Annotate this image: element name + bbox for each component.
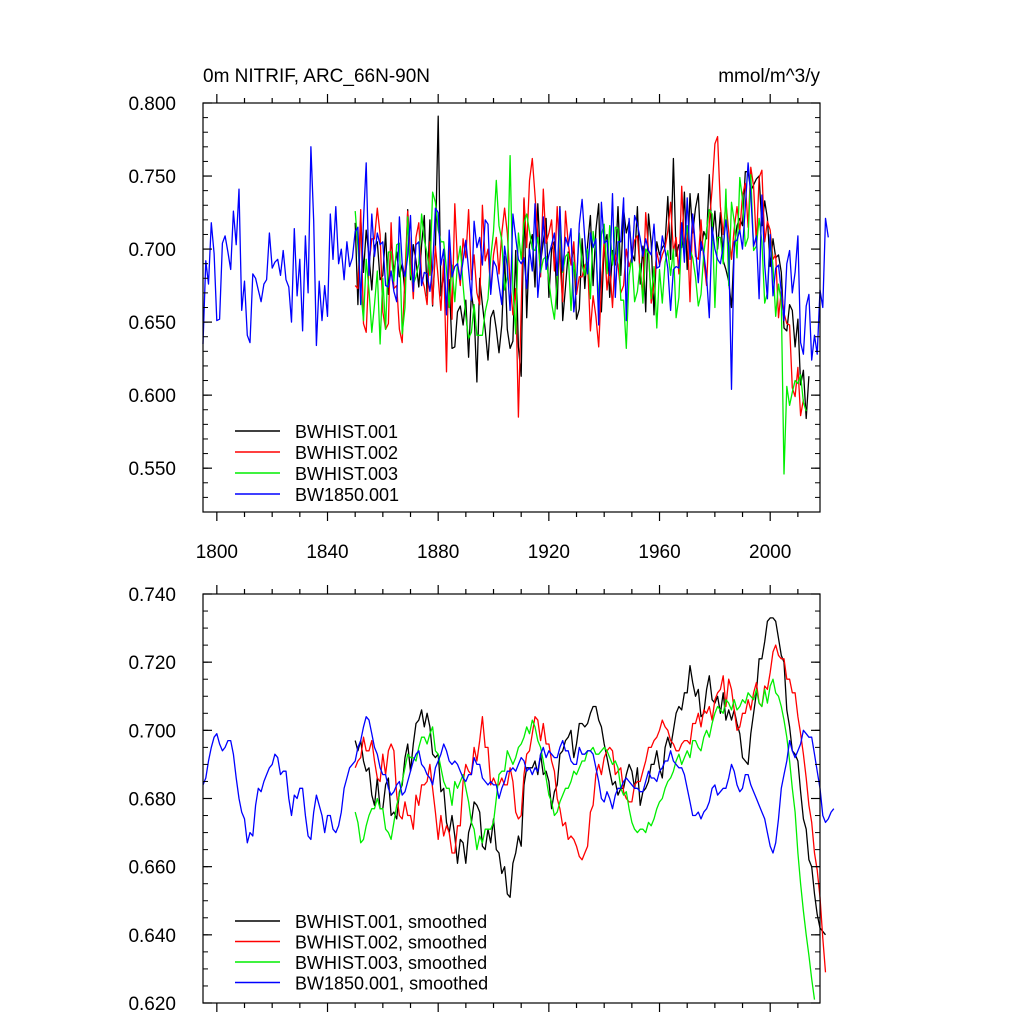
bottom-series-lines bbox=[202, 617, 835, 1000]
top-legend-label-3: BWHIST.003 bbox=[295, 464, 398, 484]
top-legend-label-1: BWHIST.001 bbox=[295, 422, 398, 442]
top-y-tick-label: 0.750 bbox=[128, 167, 176, 188]
bottom-legend-label-2: BWHIST.002, smoothed bbox=[295, 933, 487, 953]
top-y-tick-label: 0.800 bbox=[128, 94, 176, 115]
bottom-series-line-3 bbox=[354, 678, 816, 1000]
top-chart-title: 0m NITRIF, ARC_66N-90N bbox=[203, 66, 430, 87]
top-y-tick-label: 0.550 bbox=[128, 459, 176, 480]
top-series-lines bbox=[202, 115, 829, 475]
bottom-series-line-1 bbox=[354, 617, 827, 936]
top-series-line-3 bbox=[354, 154, 807, 475]
bottom-y-tick-label: 0.620 bbox=[128, 994, 176, 1015]
bottom-series-line-2 bbox=[354, 644, 827, 973]
bottom-y-tick-label: 0.640 bbox=[128, 926, 176, 947]
top-series-line-4 bbox=[202, 146, 829, 390]
top-y-tick-label: 0.600 bbox=[128, 386, 176, 407]
bottom-y-tick-label: 0.680 bbox=[128, 790, 176, 811]
top-x-tick-label: 1960 bbox=[638, 542, 680, 563]
top-x-tick-label: 1800 bbox=[196, 542, 238, 563]
bottom-axes: 0.740 0.720 0.700 0.680 0.660 0.640 0.620 bbox=[128, 585, 821, 1015]
bottom-legend-label-1: BWHIST.001, smoothed bbox=[295, 912, 487, 932]
top-x-tick-label: 2000 bbox=[749, 542, 791, 563]
top-y-tick-label: 0.650 bbox=[128, 313, 176, 334]
bottom-y-tick-label: 0.740 bbox=[128, 585, 176, 606]
top-chart-units: mmol/m^3/y bbox=[718, 66, 820, 87]
top-y-tick-label: 0.700 bbox=[128, 240, 176, 261]
top-legend-label-4: BW1850.001 bbox=[295, 485, 399, 505]
top-x-tick-label: 1840 bbox=[306, 542, 348, 563]
bottom-y-tick-label: 0.700 bbox=[128, 721, 176, 742]
bottom-legend-label-4: BW1850.001, smoothed bbox=[295, 974, 488, 994]
top-panel: 0m NITRIF, ARC_66N-90N mmol/m^3/y 0.8000… bbox=[128, 66, 829, 563]
top-axes: 0.800 0.750 0.700 0.650 0.600 0.550 1800 1840 18… bbox=[128, 94, 821, 563]
bottom-y-tick-label: 0.720 bbox=[128, 653, 176, 674]
bottom-series-line-4 bbox=[202, 716, 835, 854]
top-x-tick-label: 1920 bbox=[528, 542, 570, 563]
top-x-tick-label: 1880 bbox=[417, 542, 459, 563]
top-series-line-2 bbox=[354, 135, 805, 418]
bottom-y-tick-label: 0.660 bbox=[128, 858, 176, 879]
bottom-legend-label-3: BWHIST.003, smoothed bbox=[295, 953, 487, 973]
top-legend-label-2: BWHIST.002 bbox=[295, 443, 398, 463]
bottom-panel: 0.740 0.720 0.700 0.680 0.660 0.640 0.620 BWHI… bbox=[128, 585, 835, 1015]
